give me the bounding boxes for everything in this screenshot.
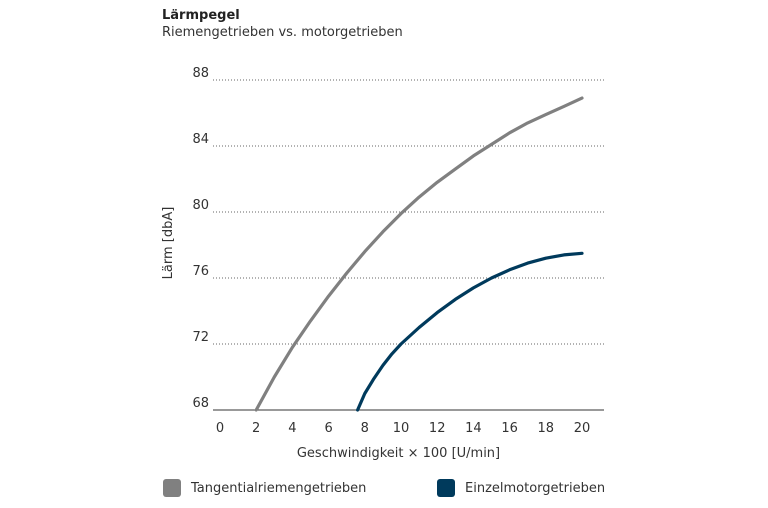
y-tick-label: 76 bbox=[192, 264, 209, 279]
legend-item-tangential: Tangentialriemengetrieben bbox=[163, 479, 366, 497]
legend-item-einzelmotor: Einzelmotorgetrieben bbox=[437, 479, 605, 497]
legend-swatch-einzelmotor bbox=[437, 479, 455, 497]
x-tick-label: 18 bbox=[538, 421, 555, 436]
y-tick-label: 84 bbox=[192, 132, 209, 147]
x-tick-label: 20 bbox=[574, 421, 591, 436]
y-axis-label: Lärm [dbA] bbox=[161, 207, 176, 280]
series-line-1 bbox=[356, 251, 584, 412]
chart-title: Lärmpegel bbox=[162, 8, 240, 23]
y-axis-ticks: 68 72 76 80 84 88 bbox=[192, 66, 209, 411]
legend-label-einzelmotor: Einzelmotorgetrieben bbox=[465, 480, 606, 496]
x-tick-label: 12 bbox=[429, 421, 446, 436]
series-layer bbox=[254, 96, 584, 412]
x-tick-label: 6 bbox=[324, 421, 332, 436]
y-tick-label: 88 bbox=[192, 66, 209, 81]
x-tick-label: 4 bbox=[288, 421, 296, 436]
chart-subtitle: Riemengetrieben vs. motorgetrieben bbox=[162, 25, 403, 40]
series-line-0 bbox=[254, 96, 584, 412]
x-tick-label: 2 bbox=[252, 421, 260, 436]
y-tick-label: 68 bbox=[192, 396, 209, 411]
x-tick-label: 8 bbox=[361, 421, 369, 436]
y-tick-label: 80 bbox=[192, 198, 209, 213]
x-tick-label: 10 bbox=[393, 421, 410, 436]
x-axis-ticks: 0 2 4 6 8 10 12 14 16 18 20 bbox=[216, 421, 590, 436]
x-tick-label: 16 bbox=[501, 421, 518, 436]
legend-swatch-tangential bbox=[163, 479, 181, 497]
gridlines bbox=[213, 79, 604, 345]
x-tick-label: 0 bbox=[216, 421, 224, 436]
legend-label-tangential: Tangentialriemengetrieben bbox=[191, 480, 367, 496]
x-axis-label: Geschwindigkeit × 100 [U/min] bbox=[297, 446, 500, 461]
x-tick-label: 14 bbox=[465, 421, 482, 436]
y-tick-label: 72 bbox=[192, 330, 209, 345]
